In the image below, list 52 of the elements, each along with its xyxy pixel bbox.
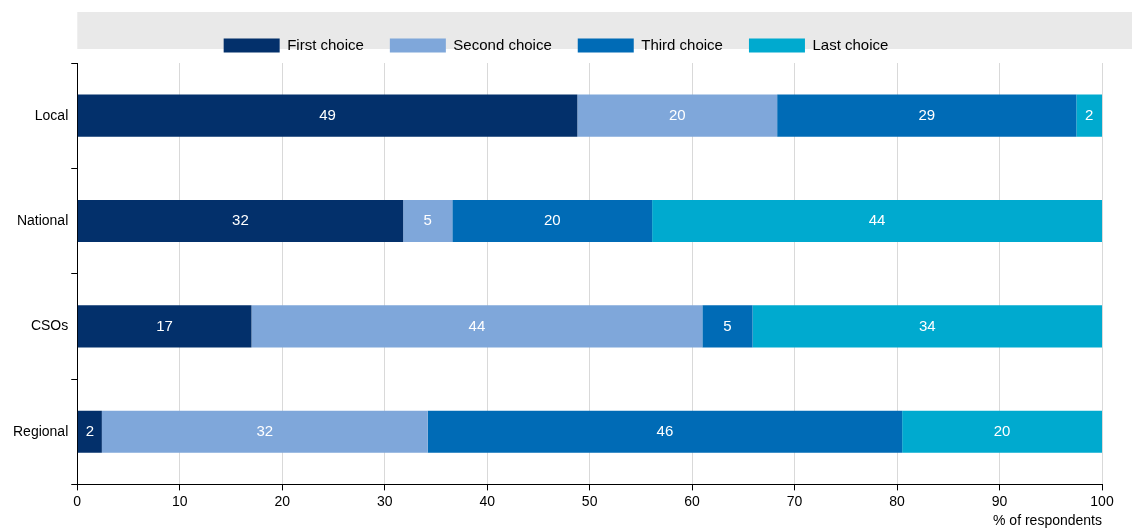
x-tick-label: 90: [991, 492, 1008, 509]
y-tick-label: National: [16, 211, 69, 228]
legend-label: Third choice: [641, 35, 723, 53]
x-tick-label: 0: [73, 492, 82, 509]
x-tick-label: 80: [889, 492, 906, 509]
bar: [452, 199, 653, 243]
bar: [101, 410, 428, 453]
legend-label: First choice: [287, 35, 364, 53]
bar: [77, 199, 404, 243]
x-tick-label: 10: [171, 492, 188, 509]
data-label: 34: [918, 316, 936, 334]
x-tick-label: 20: [274, 492, 291, 509]
bar: [752, 305, 1102, 348]
bar: [777, 94, 1077, 137]
x-tick-label: 60: [684, 492, 701, 509]
data-label: 32: [256, 421, 274, 439]
bar: [702, 305, 753, 348]
bar: [1076, 94, 1102, 137]
data-label: 49: [319, 105, 336, 123]
y-tick-label: Local: [34, 106, 69, 123]
bar: [577, 94, 778, 137]
bar: [427, 410, 903, 453]
x-tick-label: 40: [479, 492, 496, 509]
data-label: 20: [543, 211, 561, 229]
bar: [77, 410, 102, 453]
x-axis-title: % of respondents: [993, 512, 1102, 529]
legend-label: Second choice: [453, 35, 552, 53]
data-label: 32: [232, 211, 249, 229]
bar: [251, 305, 703, 348]
bar: [403, 199, 453, 243]
x-tick-label: 100: [1090, 492, 1114, 509]
x-tick-label: 70: [786, 492, 803, 509]
data-label: 46: [656, 421, 674, 439]
data-label: 44: [468, 316, 486, 334]
data-label: 17: [156, 316, 173, 334]
data-label: 20: [993, 421, 1011, 439]
bar: [77, 305, 252, 348]
bar: [652, 199, 1102, 243]
x-tick-label: 30: [376, 492, 393, 509]
data-label: 5: [723, 316, 732, 334]
x-tick-label: 50: [581, 492, 598, 509]
data-label: 2: [1085, 105, 1094, 123]
data-label: 5: [423, 211, 432, 229]
bar: [77, 94, 578, 137]
data-label: 29: [918, 105, 936, 123]
legend-label: Last choice: [812, 35, 889, 53]
data-label: 20: [668, 105, 686, 123]
bar: [902, 410, 1102, 453]
data-label: 44: [868, 211, 886, 229]
y-tick-label: Regional: [13, 422, 69, 439]
data-label: 2: [85, 421, 94, 439]
y-tick-label: CSOs: [30, 317, 69, 334]
